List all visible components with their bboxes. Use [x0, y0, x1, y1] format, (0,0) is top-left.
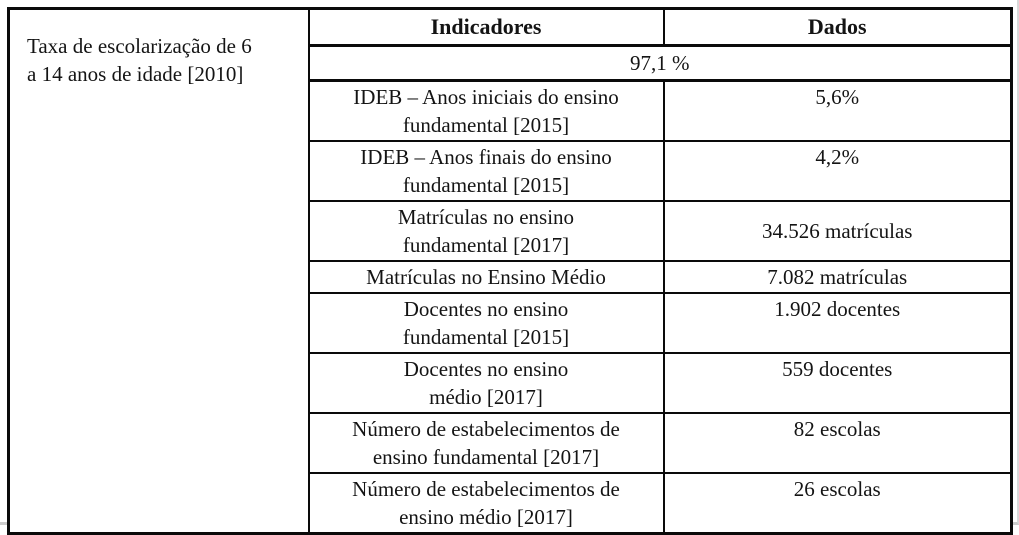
data-cell: 4,2%	[662, 140, 1013, 202]
table-row: Número de estabelecimentos de ensino méd…	[9, 472, 1013, 535]
data-cell: 559 docentes	[662, 352, 1013, 414]
indicator-cell: Número de estabelecimentos de ensino méd…	[307, 472, 665, 535]
table-row: IDEB – Anos finais do ensino fundamental…	[9, 140, 1013, 202]
data-cell: 82 escolas	[662, 412, 1013, 474]
header-indicadores: Indicadores	[307, 7, 665, 47]
table-row: Matrículas no ensino fundamental [2017] …	[9, 200, 1013, 262]
data-cell: 1.902 docentes	[662, 292, 1013, 354]
table-row: Matrículas no Ensino Médio 7.082 matrícu…	[9, 260, 1013, 294]
indicator-cell: Número de estabelecimentos de ensino fun…	[307, 412, 665, 474]
table-row: Docentes no ensino médio [2017] 559 doce…	[9, 352, 1013, 414]
indicator-cell: Docentes no ensino médio [2017]	[307, 352, 665, 414]
indicator-cell: IDEB – Anos finais do ensino fundamental…	[307, 140, 665, 202]
row-label-cell: Taxa de escolarização de 6 a 14 anos de …	[7, 7, 310, 535]
indicator-cell: Docentes no ensino fundamental [2015]	[307, 292, 665, 354]
table-row: IDEB – Anos iniciais do ensino fundament…	[9, 79, 1013, 142]
data-cell: 26 escolas	[662, 472, 1013, 535]
data-cell: 7.082 matrículas	[662, 260, 1013, 294]
table-row: Docentes no ensino fundamental [2015] 1.…	[9, 292, 1013, 354]
merged-value-cell: 97,1 %	[307, 44, 1013, 82]
header-dados: Dados	[662, 7, 1013, 47]
table-header-row: Taxa de escolarização de 6 a 14 anos de …	[7, 7, 1013, 535]
data-cell: 34.526 matrículas	[662, 200, 1013, 262]
indicator-cell: Matrículas no Ensino Médio	[307, 260, 665, 294]
indicator-cell: IDEB – Anos iniciais do ensino fundament…	[307, 79, 665, 142]
table-row: Número de estabelecimentos de ensino fun…	[9, 412, 1013, 474]
table-row: 97,1 %	[9, 44, 1013, 82]
education-indicators-table: Taxa de escolarização de 6 a 14 anos de …	[7, 7, 1013, 535]
indicator-cell: Matrículas no ensino fundamental [2017]	[307, 200, 665, 262]
data-cell: 5,6%	[662, 79, 1013, 142]
